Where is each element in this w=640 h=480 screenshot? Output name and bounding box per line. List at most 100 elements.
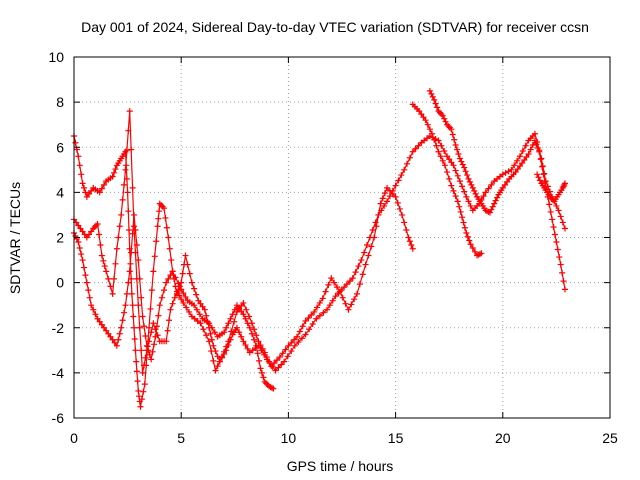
data-point-marker	[268, 363, 275, 370]
data-point-marker	[291, 336, 298, 343]
data-point-marker	[373, 223, 380, 230]
data-point-marker	[156, 208, 163, 215]
data-point-marker	[458, 158, 465, 165]
data-point-marker	[521, 157, 528, 164]
data-point-marker	[342, 300, 349, 307]
data-point-marker	[244, 320, 251, 327]
data-point-marker	[494, 194, 501, 201]
data-point-marker	[459, 161, 466, 168]
data-point-marker	[246, 313, 253, 320]
data-point-marker	[364, 242, 371, 249]
data-point-marker	[466, 178, 473, 185]
data-point-marker	[151, 253, 158, 260]
data-point-marker	[448, 182, 455, 189]
data-point-marker	[439, 157, 446, 164]
data-point-marker	[537, 156, 544, 163]
data-point-marker	[152, 326, 159, 333]
data-point-marker	[210, 357, 217, 364]
data-point-marker	[240, 299, 247, 306]
y-tick-label: 6	[56, 139, 64, 155]
data-point-marker	[147, 305, 154, 312]
data-point-marker	[461, 188, 468, 195]
data-point-marker	[154, 223, 161, 230]
data-point-marker	[275, 364, 282, 371]
data-point-marker	[231, 306, 238, 313]
data-point-marker	[467, 241, 474, 248]
chart-title: Day 001 of 2024, Sidereal Day-to-day VTE…	[81, 19, 589, 35]
data-point-marker	[191, 302, 198, 309]
data-point-marker	[107, 283, 114, 290]
data-point-marker	[295, 339, 302, 346]
data-point-marker	[535, 174, 542, 181]
data-point-marker	[186, 308, 193, 315]
data-point-marker	[444, 169, 451, 176]
data-point-marker	[129, 302, 136, 309]
data-point-marker	[404, 160, 411, 167]
data-point-marker	[424, 121, 431, 128]
series-track-c	[71, 211, 277, 392]
data-point-marker	[88, 228, 95, 235]
data-point-marker	[401, 166, 408, 173]
data-point-marker	[98, 321, 105, 328]
data-point-marker	[299, 323, 306, 330]
data-point-marker	[489, 203, 496, 210]
data-point-marker	[516, 163, 523, 170]
data-point-marker	[450, 187, 457, 194]
data-point-marker	[246, 324, 253, 331]
data-point-marker	[381, 190, 388, 197]
tick-layer: 0 5 10 15 20 25 -6 -4 -2 0 2 4 6 8 10	[48, 49, 618, 446]
data-point-marker	[320, 309, 327, 316]
data-point-marker	[533, 141, 540, 148]
data-point-marker	[455, 151, 462, 158]
data-point-marker	[302, 317, 309, 324]
data-point-marker	[97, 242, 104, 249]
data-point-marker	[142, 333, 149, 340]
data-point-marker	[236, 305, 243, 312]
data-point-marker	[433, 142, 440, 149]
data-point-marker	[437, 153, 444, 160]
data-point-marker	[270, 385, 277, 392]
data-point-marker	[76, 162, 83, 169]
data-point-marker	[146, 324, 153, 331]
data-point-marker	[454, 198, 461, 205]
data-point-marker	[434, 104, 441, 111]
data-point-marker	[384, 198, 391, 205]
data-point-marker	[111, 275, 118, 282]
data-point-marker	[333, 284, 340, 291]
data-point-marker	[471, 187, 478, 194]
data-point-marker	[165, 275, 172, 282]
data-point-marker	[184, 261, 191, 268]
data-point-marker	[128, 249, 135, 256]
data-point-marker	[233, 302, 240, 309]
data-point-marker	[547, 208, 554, 215]
data-point-marker	[459, 214, 466, 221]
data-point-marker	[488, 206, 495, 213]
data-point-marker	[266, 358, 273, 365]
data-point-marker	[180, 299, 187, 306]
data-point-marker	[345, 306, 352, 313]
data-point-marker	[446, 175, 453, 182]
data-point-marker	[75, 239, 82, 246]
data-point-marker	[527, 146, 534, 153]
data-point-marker	[240, 311, 247, 318]
data-point-marker	[344, 281, 351, 288]
data-point-marker	[256, 357, 263, 364]
series-trace	[429, 90, 566, 290]
data-point-marker	[491, 200, 498, 207]
data-point-marker	[426, 126, 433, 133]
data-point-marker	[238, 333, 245, 340]
data-point-marker	[86, 294, 93, 301]
data-point-marker	[396, 205, 403, 212]
data-point-marker	[412, 145, 419, 152]
data-point-marker	[166, 317, 173, 324]
data-point-marker	[291, 342, 298, 349]
data-point-marker	[392, 182, 399, 189]
data-point-marker	[125, 279, 132, 286]
data-point-marker	[442, 118, 449, 125]
data-point-marker	[81, 264, 88, 271]
data-point-marker	[133, 242, 140, 249]
data-point-marker	[461, 164, 468, 171]
data-point-marker	[79, 180, 86, 187]
data-point-marker	[178, 296, 185, 303]
